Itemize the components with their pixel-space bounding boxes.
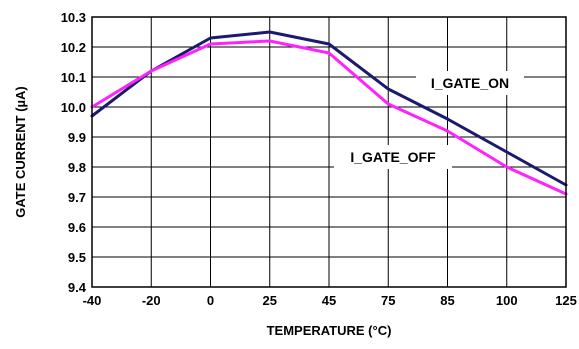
series-lines <box>90 30 568 196</box>
x-tick-label: -40 <box>83 293 102 308</box>
series-label-background <box>416 71 524 95</box>
x-axis-title: TEMPERATURE (°C) <box>267 323 392 338</box>
grid <box>92 17 566 287</box>
series-line-i-gate-off <box>90 39 568 196</box>
x-tick-label: 0 <box>207 293 214 308</box>
y-tick-label: 10.1 <box>61 70 86 85</box>
y-tick-label: 10.3 <box>61 10 86 25</box>
x-tick-label: -20 <box>142 293 161 308</box>
y-tick-label: 10.2 <box>61 40 86 55</box>
plot-frame <box>91 16 567 288</box>
x-tick-label: 75 <box>381 293 395 308</box>
y-tick-label: 9.8 <box>68 160 86 175</box>
y-tick-label: 9.7 <box>68 190 86 205</box>
y-tick-label: 10.0 <box>61 100 86 115</box>
series-label-i-gate-on: I_GATE_ON <box>431 75 509 91</box>
y-tick-label: 9.9 <box>68 130 86 145</box>
x-tick-label: 100 <box>496 293 518 308</box>
series-labels: I_GATE_ON I_GATE_OFF <box>334 71 524 169</box>
y-tick-label: 9.6 <box>68 220 86 235</box>
series-line-i-gate-on <box>90 30 568 187</box>
x-tick-label: 85 <box>440 293 454 308</box>
x-tick-label: 125 <box>555 293 577 308</box>
tick-labels: -40 -20 0 25 45 75 85 100 125 10.3 10.2 10.1 10.0 9.9… <box>61 10 577 308</box>
y-tick-label: 9.4 <box>68 280 87 295</box>
y-tick-label: 9.5 <box>68 250 86 265</box>
y-axis-title: GATE CURRENT (µA) <box>13 86 28 217</box>
x-tick-label: 45 <box>322 293 336 308</box>
series-label-background <box>334 145 452 169</box>
series-label-i-gate-off: I_GATE_OFF <box>350 149 436 165</box>
x-tick-label: 25 <box>263 293 277 308</box>
